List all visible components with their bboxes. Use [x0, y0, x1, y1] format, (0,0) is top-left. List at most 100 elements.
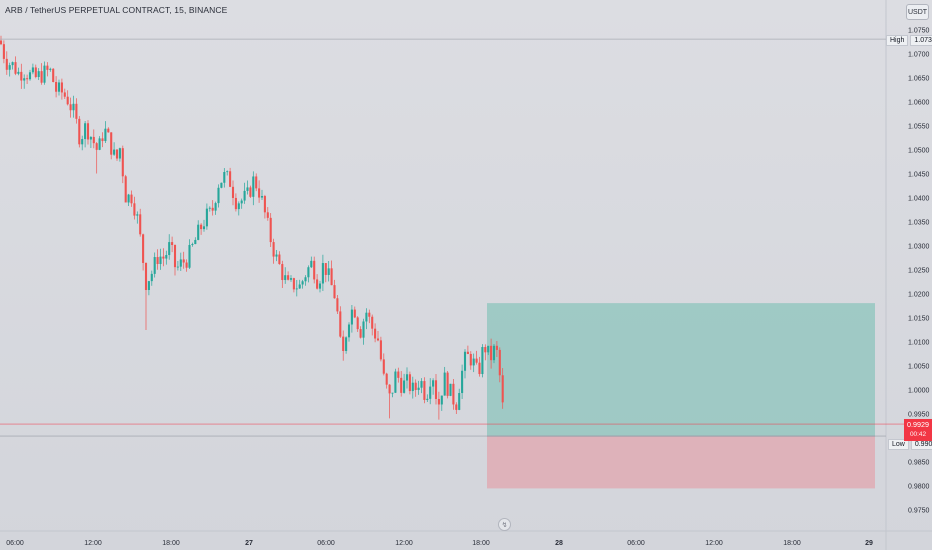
price-tick-label: 0.9850	[908, 460, 930, 467]
candle-body	[115, 149, 119, 159]
candle-body	[5, 58, 8, 70]
high-value: 1.0731	[910, 35, 932, 46]
candle-body	[284, 275, 287, 281]
candle-body	[287, 275, 290, 280]
candle-body	[127, 194, 130, 203]
candle-body	[295, 288, 298, 290]
time-tick-label: 06:00	[627, 540, 645, 547]
candle-body	[307, 267, 310, 278]
candle-body	[118, 148, 121, 159]
candle-body	[52, 68, 55, 82]
price-tick-label: 1.0400	[908, 196, 930, 203]
candle-body	[484, 347, 487, 353]
candle-body	[162, 256, 165, 259]
price-tick-label: 1.0700	[908, 52, 930, 59]
candle-body	[498, 349, 501, 376]
candle-body	[246, 187, 249, 191]
candle-body	[353, 309, 356, 318]
candle-body	[124, 176, 127, 203]
high-label: High	[886, 35, 909, 46]
time-tick-label: 29	[865, 540, 873, 547]
high-marker: High 1.0731	[886, 35, 932, 46]
candle-body	[432, 380, 435, 387]
candle-body	[168, 242, 171, 256]
candle-body	[371, 316, 374, 329]
candle-body	[374, 328, 377, 339]
currency-button[interactable]: USDT	[906, 4, 929, 20]
candle-body	[362, 321, 365, 338]
candle-body	[281, 264, 284, 281]
candle-body	[466, 351, 469, 354]
candle-body	[272, 242, 275, 257]
candle-body	[104, 128, 107, 142]
price-tick-label: 1.0750	[908, 28, 930, 35]
candle-body	[63, 92, 66, 97]
candle-body	[440, 395, 443, 405]
candle-body	[165, 255, 168, 259]
candle-body	[266, 212, 269, 218]
price-tick-label: 1.0550	[908, 124, 930, 131]
candle-body	[342, 336, 345, 351]
candle-body	[171, 242, 174, 245]
candle-body	[72, 103, 75, 111]
candle-body	[0, 40, 3, 45]
time-tick-label: 06:00	[6, 540, 24, 547]
candle-body	[446, 372, 449, 396]
candle-body	[478, 362, 481, 375]
candle-body	[356, 317, 359, 330]
candle-body	[202, 226, 206, 230]
candle-body	[237, 203, 240, 210]
candle-body	[461, 370, 464, 394]
candle-body	[69, 104, 72, 111]
candle-body	[269, 217, 272, 243]
candle-body	[304, 277, 307, 282]
candle-body	[17, 71, 20, 74]
candle-body	[339, 311, 342, 337]
candle-body	[411, 382, 414, 392]
candle-body	[14, 62, 17, 74]
price-tick-label: 1.0200	[908, 292, 930, 299]
candle-body	[46, 65, 49, 70]
candle-body	[324, 263, 327, 275]
candle-body	[376, 338, 380, 341]
replay-icon[interactable]: ↯	[498, 518, 511, 531]
candle-body	[292, 278, 295, 290]
candle-body	[139, 214, 142, 235]
candle-body	[214, 203, 217, 211]
candle-body	[200, 224, 203, 230]
candle-body	[310, 260, 313, 268]
candle-body	[110, 132, 113, 155]
candle-body	[382, 359, 385, 374]
symbol-title[interactable]: ARB / TetherUS PERPETUAL CONTRACT, 15, B…	[5, 5, 228, 15]
time-tick-label: 12:00	[705, 540, 723, 547]
price-lines	[0, 38, 904, 437]
candle-body	[197, 224, 200, 240]
candle-body	[420, 381, 423, 388]
time-axis[interactable]: 06:00 12:00 18:00 27 06:00 12:00 18:00 28 06:00 1…	[6, 540, 873, 547]
candle-body	[318, 283, 322, 289]
candle-body	[263, 196, 266, 213]
candle-body	[452, 383, 455, 405]
profit-zone	[487, 303, 875, 437]
candle-body	[191, 244, 194, 245]
candle-body	[78, 118, 81, 145]
candle-body	[417, 387, 420, 390]
candle-body	[243, 190, 246, 201]
time-tick-label: 18:00	[783, 540, 801, 547]
price-tick-label: 1.0650	[908, 76, 930, 83]
candle-body	[57, 82, 61, 92]
candle-body	[472, 358, 475, 366]
candle-body	[455, 404, 458, 410]
candle-body	[121, 148, 124, 177]
candle-body	[408, 374, 411, 392]
candle-body	[258, 188, 261, 198]
candle-body	[136, 214, 139, 216]
candle-body	[176, 266, 179, 268]
long-position-tool[interactable]	[487, 303, 875, 489]
candle-body	[147, 281, 150, 291]
candle-body	[423, 381, 426, 400]
candle-body	[86, 123, 90, 140]
